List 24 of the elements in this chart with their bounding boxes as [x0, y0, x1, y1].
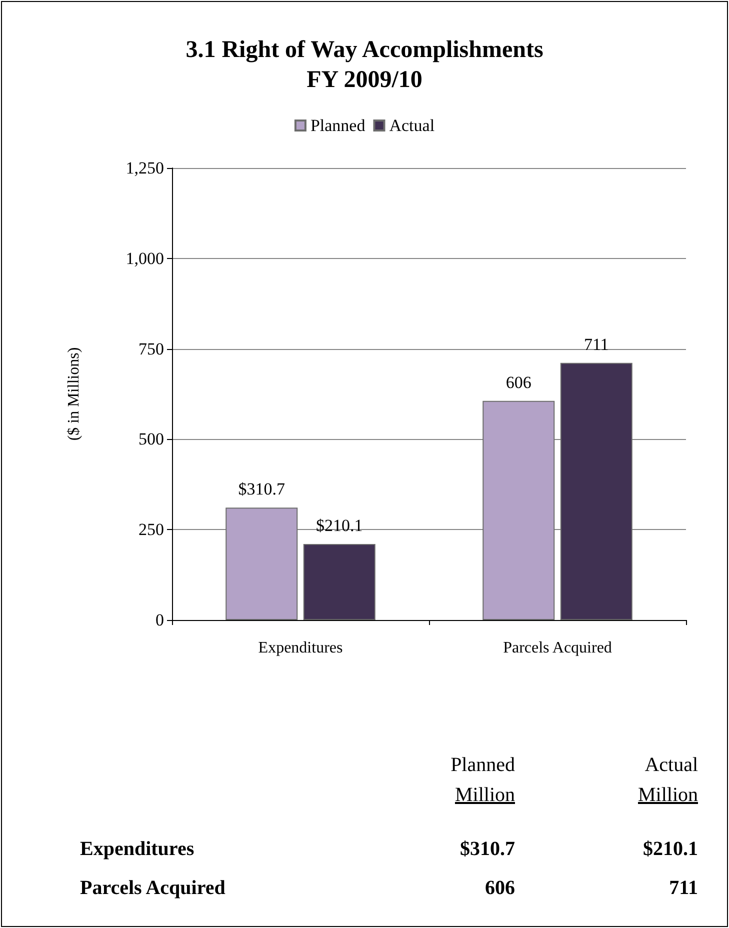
y-axis-title: ($ in Millions)	[66, 347, 82, 441]
text: 711	[669, 877, 698, 899]
text: Million	[638, 783, 698, 808]
text: Million	[454, 783, 515, 808]
category-label: Expenditures	[80, 838, 194, 860]
text: $310.7	[460, 838, 515, 860]
data-label: $310.7	[238, 480, 286, 499]
y-tick-label: 0	[156, 610, 164, 630]
data-label: 606	[506, 372, 532, 392]
legend-label: Planned	[310, 116, 366, 135]
legend-label: Actual	[389, 116, 435, 135]
y-tick-label: 1,250	[126, 158, 164, 178]
text: $210.1	[643, 838, 698, 860]
y-tick-label: 250	[138, 520, 164, 540]
y-tick-label: 1,000	[126, 248, 164, 268]
y-tick-label: 500	[138, 430, 164, 449]
y-tick-label: 750	[138, 339, 164, 358]
chart-title: 3.1 Right of Way Accomplishments FY 2009/10	[186, 37, 544, 93]
text: Planned	[450, 754, 515, 776]
category-label: Parcels Acquired	[80, 877, 226, 899]
data-label: 711	[584, 334, 609, 354]
text: Actual	[644, 754, 698, 776]
text: 606	[485, 877, 515, 899]
data-label: $210.1	[316, 516, 363, 536]
